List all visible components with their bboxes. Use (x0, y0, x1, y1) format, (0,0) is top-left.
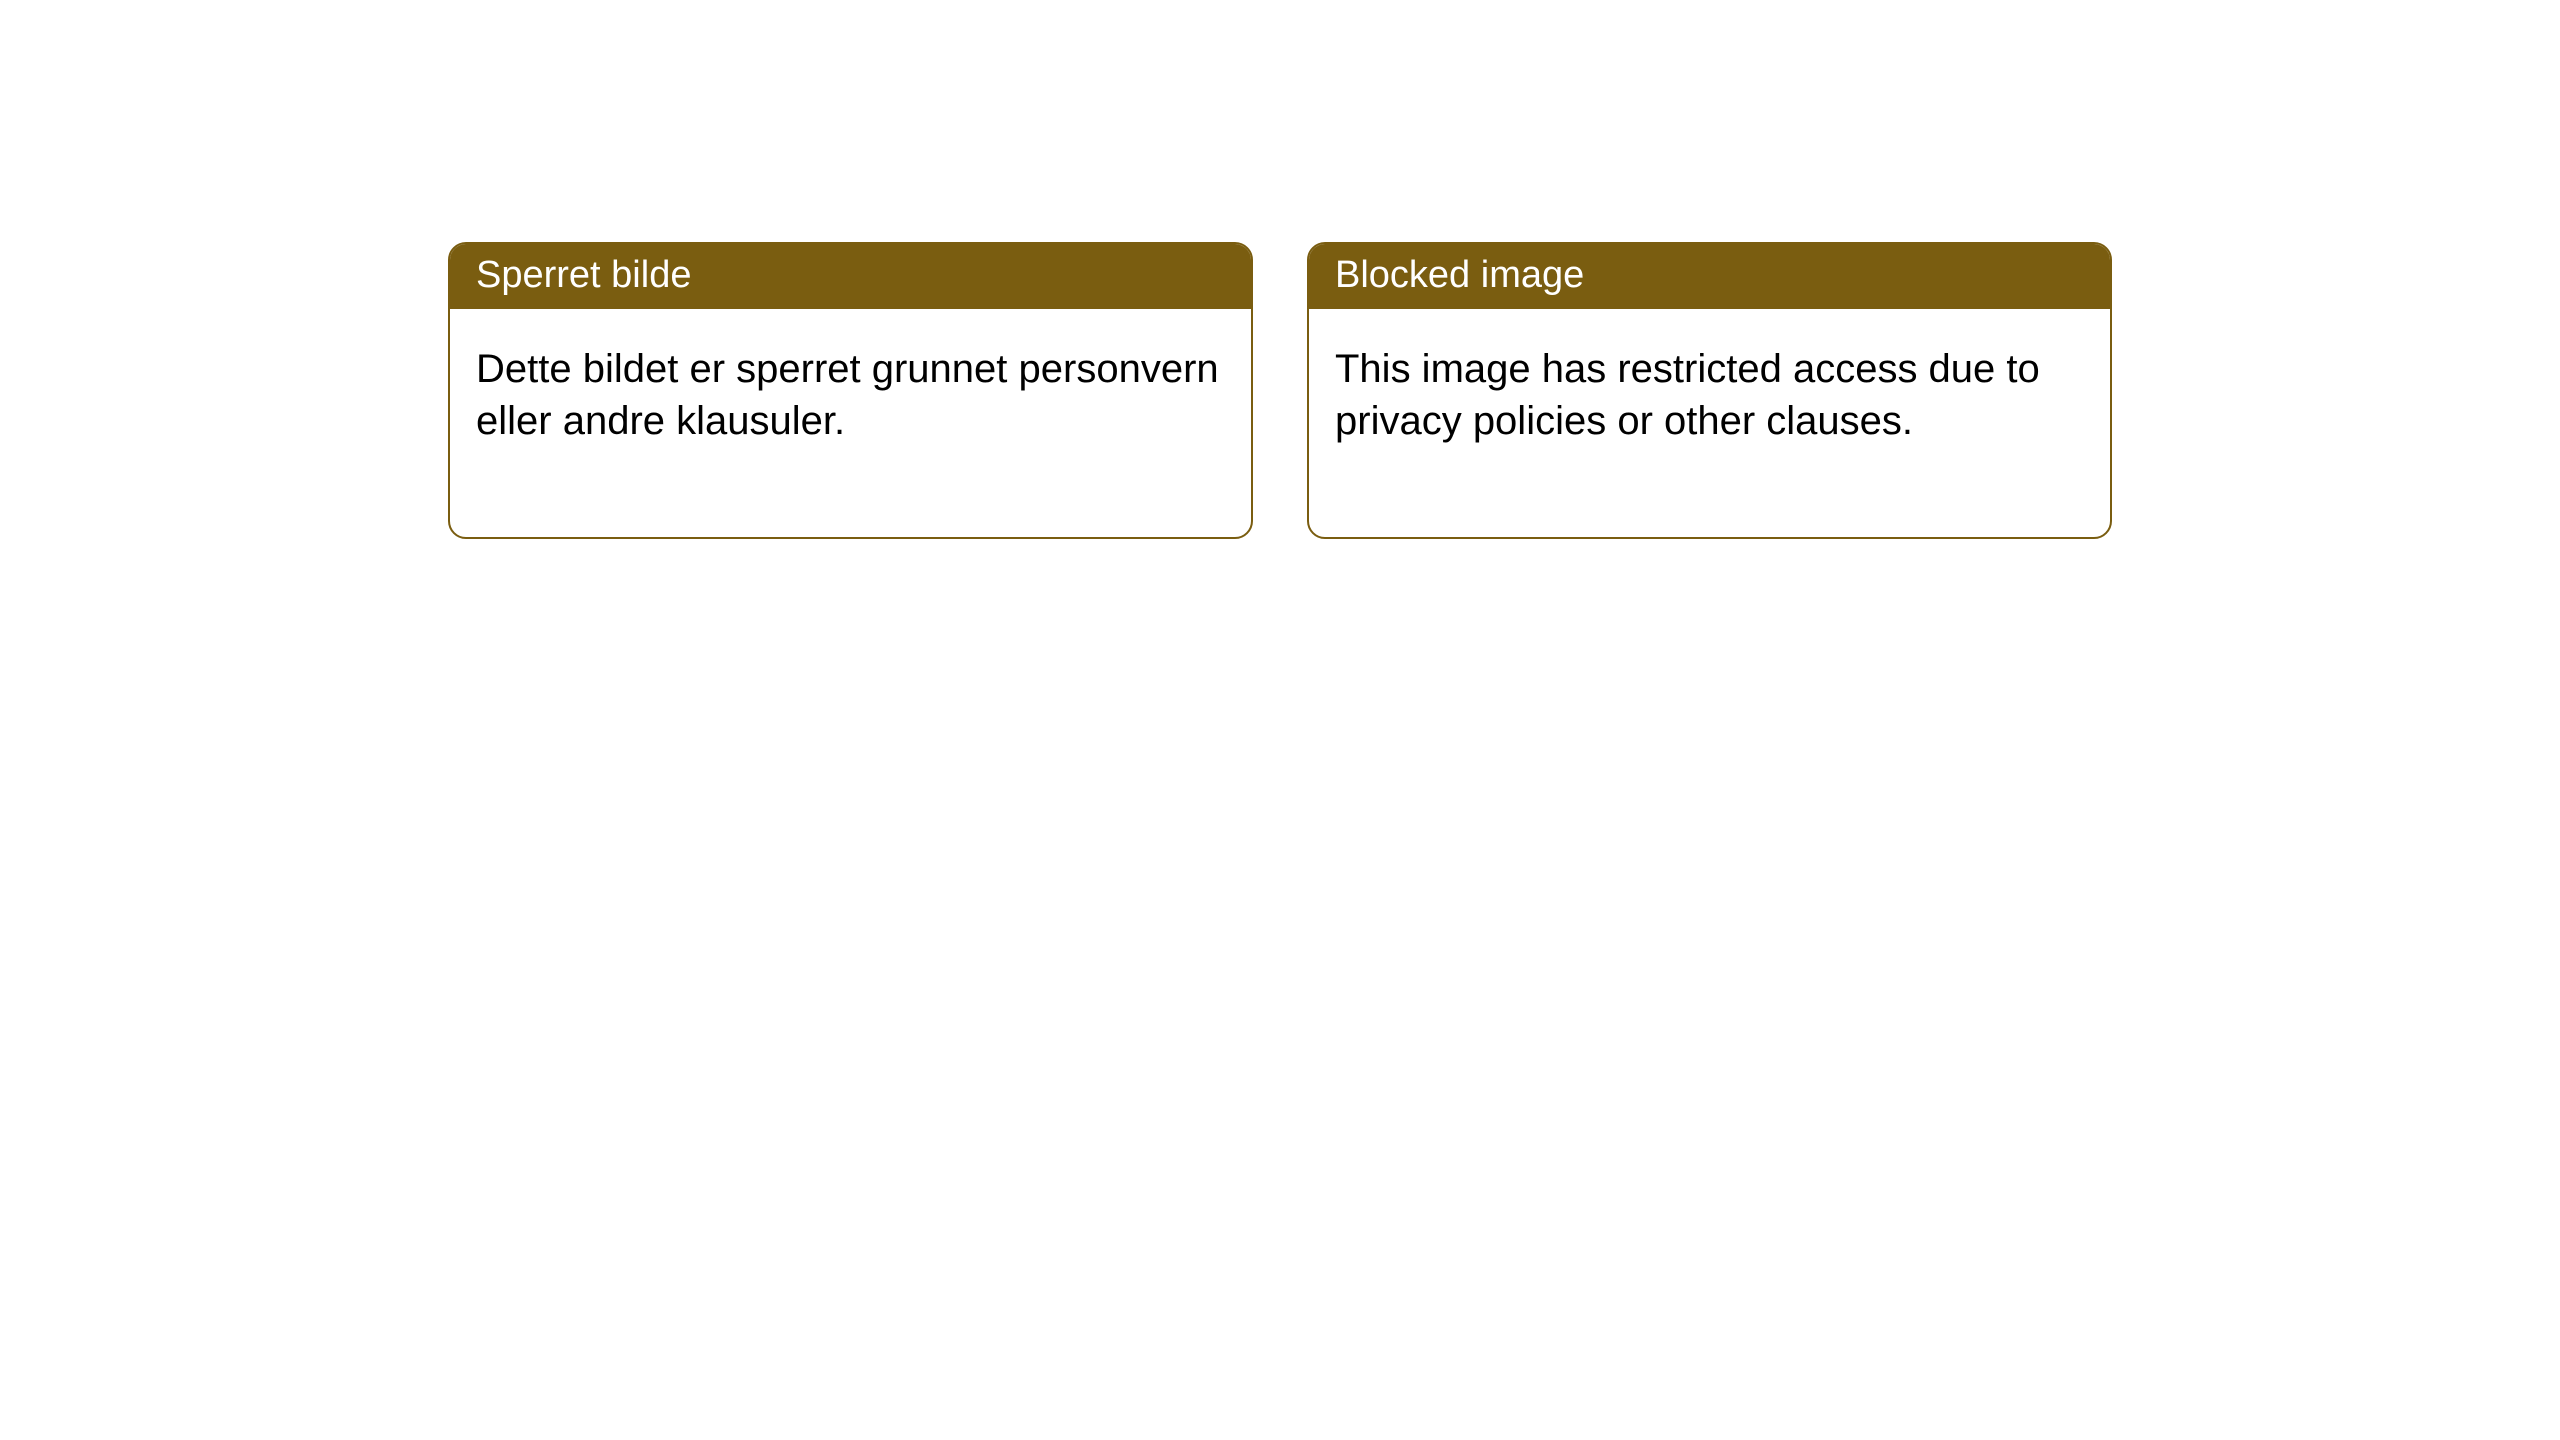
notice-message: This image has restricted access due to … (1335, 347, 2040, 443)
notice-card-norwegian: Sperret bilde Dette bildet er sperret gr… (448, 242, 1253, 539)
notice-header: Blocked image (1309, 244, 2110, 309)
notice-title: Blocked image (1335, 254, 1584, 296)
notice-header: Sperret bilde (450, 244, 1251, 309)
notice-card-english: Blocked image This image has restricted … (1307, 242, 2112, 539)
notice-body: Dette bildet er sperret grunnet personve… (450, 309, 1251, 537)
notice-container: Sperret bilde Dette bildet er sperret gr… (0, 0, 2560, 539)
notice-title: Sperret bilde (476, 254, 691, 296)
notice-body: This image has restricted access due to … (1309, 309, 2110, 537)
notice-message: Dette bildet er sperret grunnet personve… (476, 347, 1219, 443)
